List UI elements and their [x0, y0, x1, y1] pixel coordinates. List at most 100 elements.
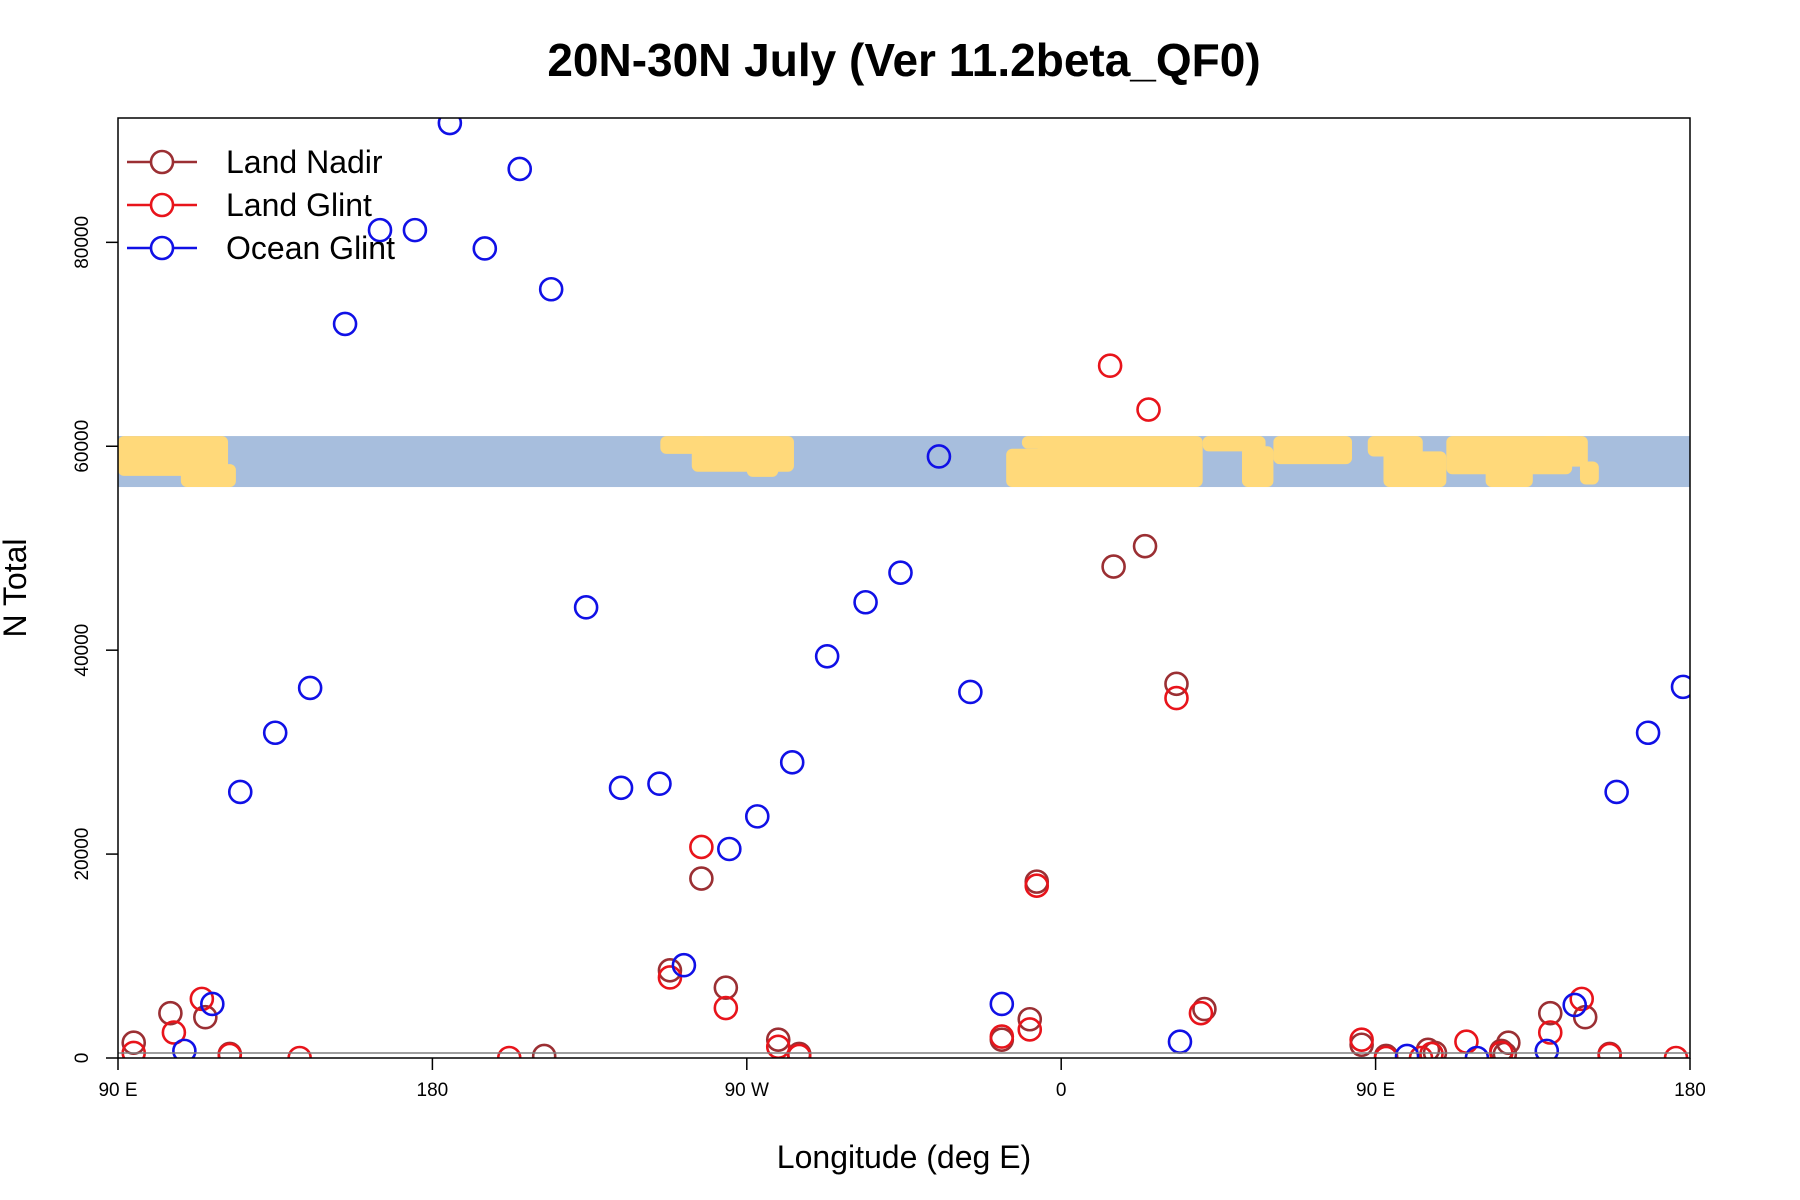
- legend-item: Ocean Glint: [127, 230, 395, 266]
- data-point: [1710, 313, 1732, 335]
- data-point: [1597, 1042, 1622, 1058]
- data-point: [1745, 219, 1767, 241]
- data-point: [1408, 1045, 1434, 1058]
- x-tick-label: 90 E: [98, 1080, 137, 1101]
- map-land-7: [1037, 436, 1203, 488]
- data-point: [1464, 1045, 1490, 1058]
- data-point: [1534, 1038, 1560, 1058]
- data-point: [657, 958, 683, 983]
- y-tick-label: 80000: [72, 216, 93, 269]
- data-point: [1663, 1045, 1689, 1058]
- data-point: [1167, 1029, 1193, 1054]
- data-point: [713, 975, 739, 1000]
- world-map-band: [118, 436, 1690, 488]
- data-point: [262, 720, 288, 746]
- chart-title: 20N-30N July (Ver 11.2beta_QF0): [547, 34, 1260, 86]
- map-land-12: [1383, 451, 1447, 488]
- y-tick-label: 0: [72, 1053, 93, 1064]
- x-tick-label: 180: [417, 1080, 449, 1101]
- data-point: [958, 679, 983, 705]
- data-point: [647, 771, 672, 797]
- data-point: [689, 834, 714, 860]
- map-land-16: [1579, 461, 1599, 485]
- data-point: [853, 589, 878, 615]
- legend-label: Ocean Glint: [226, 230, 395, 266]
- data-point: [671, 952, 697, 978]
- data-point: [161, 1020, 187, 1045]
- data-point: [713, 995, 739, 1021]
- data-point: [989, 1024, 1015, 1049]
- data-point: [1670, 674, 1690, 700]
- legend-marker: [149, 235, 175, 261]
- data-point: [437, 118, 463, 136]
- map-land-1: [180, 464, 236, 488]
- map-land-15: [1540, 436, 1588, 467]
- data-point: [332, 311, 358, 337]
- data-point: [1132, 533, 1158, 559]
- data-point: [1024, 873, 1050, 898]
- series-2: [172, 118, 1800, 1058]
- x-tick-label: 90 W: [725, 1080, 769, 1101]
- map-land-10: [1273, 436, 1353, 465]
- data-point: [472, 236, 498, 261]
- y-tick-label: 40000: [72, 624, 93, 677]
- data-point: [531, 1043, 557, 1058]
- data-point: [717, 836, 742, 862]
- data-point: [779, 750, 805, 775]
- data-point: [200, 991, 225, 1017]
- data-point: [1780, 219, 1800, 241]
- plot-frame: [117, 117, 1691, 1059]
- data-point: [1569, 986, 1595, 1012]
- data-point: [989, 991, 1015, 1017]
- y-tick-label: 60000: [72, 420, 93, 473]
- x-axis-title: Longitude (deg E): [777, 1139, 1031, 1175]
- data-point: [1635, 720, 1661, 746]
- data-point: [1394, 1043, 1420, 1058]
- data-point: [1537, 1020, 1563, 1045]
- map-land-13: [1446, 436, 1573, 475]
- series-0: [121, 533, 1622, 1058]
- data-point: [496, 1045, 522, 1058]
- data-point: [744, 804, 770, 829]
- x-tick-label: 180: [1674, 1080, 1706, 1101]
- data-point: [888, 560, 913, 585]
- legend: Land Nadir Land Glint Ocean Glint: [127, 144, 395, 266]
- map-land-14: [1485, 464, 1533, 488]
- data-points: [121, 118, 1800, 1058]
- data-point: [402, 217, 428, 243]
- data-point: [1562, 992, 1588, 1018]
- data-point: [538, 276, 564, 302]
- data-point: [786, 1043, 812, 1058]
- data-point: [926, 444, 952, 469]
- legend-label: Land Glint: [226, 187, 372, 223]
- legend-label: Land Nadir: [226, 144, 383, 180]
- data-point: [1419, 1041, 1444, 1058]
- data-point: [227, 779, 253, 805]
- data-point: [1454, 1029, 1479, 1054]
- data-point: [1604, 779, 1629, 805]
- y-axis: 0 20000 40000 60000 80000: [72, 216, 118, 1063]
- y-axis-title: N Total: [0, 538, 33, 637]
- data-point: [1373, 1045, 1399, 1058]
- data-point: [217, 1042, 243, 1058]
- data-point: [1097, 353, 1123, 379]
- data-point: [1017, 1006, 1043, 1032]
- data-point: [1188, 1000, 1214, 1026]
- data-point: [608, 775, 634, 801]
- data-point: [765, 1027, 791, 1052]
- data-point: [573, 595, 599, 620]
- data-point: [1164, 685, 1189, 711]
- data-point: [1017, 1017, 1043, 1042]
- data-point: [1101, 554, 1126, 579]
- legend-marker: [149, 192, 175, 218]
- x-tick-label: 90 E: [1356, 1080, 1395, 1101]
- data-point: [193, 1004, 218, 1030]
- x-axis: 90 E 180 90 W 0 90 E 180: [98, 1058, 1706, 1101]
- map-land-9: [1241, 446, 1274, 488]
- series-1: [121, 353, 1689, 1058]
- data-point: [1349, 1027, 1374, 1052]
- data-point: [507, 156, 533, 182]
- data-point: [657, 965, 683, 990]
- data-point: [1192, 996, 1217, 1022]
- data-point: [1537, 1000, 1563, 1026]
